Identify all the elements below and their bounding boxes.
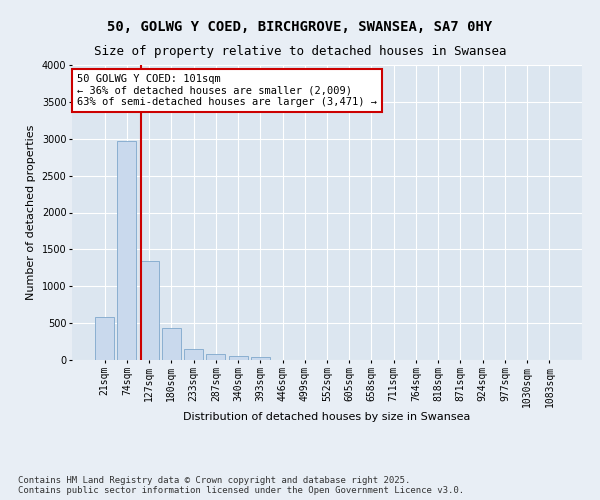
Bar	[206, 354, 225, 360]
Bar	[251, 357, 270, 360]
Bar	[140, 261, 158, 360]
Text: 50 GOLWG Y COED: 101sqm
← 36% of detached houses are smaller (2,009)
63% of semi: 50 GOLWG Y COED: 101sqm ← 36% of detache…	[77, 74, 377, 107]
Bar	[184, 348, 203, 360]
Text: 50, GOLWG Y COED, BIRCHGROVE, SWANSEA, SA7 0HY: 50, GOLWG Y COED, BIRCHGROVE, SWANSEA, S…	[107, 20, 493, 34]
Text: Contains HM Land Registry data © Crown copyright and database right 2025.
Contai: Contains HM Land Registry data © Crown c…	[18, 476, 464, 495]
Bar	[229, 356, 248, 360]
Y-axis label: Number of detached properties: Number of detached properties	[26, 125, 36, 300]
Bar	[118, 141, 136, 360]
Text: Size of property relative to detached houses in Swansea: Size of property relative to detached ho…	[94, 45, 506, 58]
Bar	[162, 328, 181, 360]
X-axis label: Distribution of detached houses by size in Swansea: Distribution of detached houses by size …	[184, 412, 470, 422]
Bar	[95, 317, 114, 360]
